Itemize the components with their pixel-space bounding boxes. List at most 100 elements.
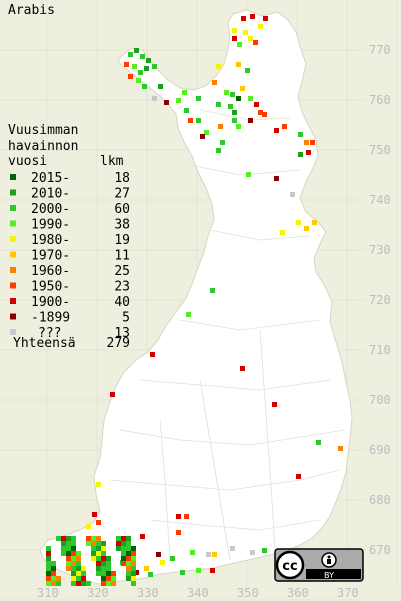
observation-square (101, 566, 106, 571)
observation-square (96, 541, 101, 546)
observation-square (216, 102, 221, 107)
legend-swatch (10, 267, 16, 273)
legend-title-line-1: Vuusimman (8, 123, 78, 138)
observation-square (126, 561, 131, 566)
observation-square (91, 556, 96, 561)
observation-square (96, 561, 101, 566)
legend-row-label: 1900- (31, 295, 70, 310)
observation-square (71, 581, 76, 586)
observation-square (148, 572, 153, 577)
observation-square (263, 16, 268, 21)
observation-square (131, 556, 136, 561)
legend-row-label: 2010- (31, 187, 70, 202)
y-tick-670: 670 (369, 543, 391, 557)
observation-square (128, 74, 133, 79)
observation-square (230, 92, 235, 97)
y-tick-740: 740 (369, 193, 391, 207)
observation-square (71, 561, 76, 566)
legend-row-label: 1950- (31, 280, 70, 295)
observation-square (134, 570, 139, 575)
observation-square (106, 566, 111, 571)
legend-row-count: 19 (114, 233, 130, 248)
observation-square (101, 556, 106, 561)
observation-square (140, 534, 145, 539)
observation-square (61, 536, 66, 541)
observation-square (246, 172, 251, 177)
observation-square (121, 561, 126, 566)
cc-by-license-badge[interactable]: cc BY (274, 548, 364, 582)
x-tick-330: 330 (137, 586, 159, 600)
observation-square (106, 576, 111, 581)
observation-square (212, 80, 217, 85)
observation-square (245, 68, 250, 73)
legend-row-label: 1970- (31, 249, 70, 264)
observation-square (76, 561, 81, 566)
observation-square (76, 551, 81, 556)
observation-square (126, 541, 131, 546)
observation-square (91, 551, 96, 556)
observation-square (184, 514, 189, 519)
observation-square (46, 566, 51, 571)
observation-square (156, 552, 161, 557)
observation-square (126, 556, 131, 561)
observation-square (176, 514, 181, 519)
observation-square (81, 576, 86, 581)
observation-square (101, 576, 106, 581)
observation-square (196, 118, 201, 123)
observation-square (51, 576, 56, 581)
observation-square (86, 541, 91, 546)
observation-square (76, 581, 81, 586)
y-tick-700: 700 (369, 393, 391, 407)
observation-squares (46, 14, 343, 586)
observation-square (131, 581, 136, 586)
observation-square (126, 576, 131, 581)
observation-square (186, 312, 191, 317)
observation-square (190, 550, 195, 555)
observation-square (61, 551, 66, 556)
observation-square (240, 366, 245, 371)
observation-square (46, 576, 51, 581)
observation-square (121, 546, 126, 551)
legend-swatch (10, 282, 16, 289)
observation-square (262, 548, 267, 553)
legend-row-count: 27 (114, 187, 130, 202)
observation-square (306, 150, 311, 155)
y-axis-ticks: 770 760 750 740 730 720 710 700 690 680 … (369, 43, 391, 557)
observation-square (66, 536, 71, 541)
observation-square (131, 546, 136, 551)
legend-rows: 2015- 18 2010- 27 2000- 60 1990- 38 1980- 19 1970-… (10, 171, 130, 341)
observation-square (176, 530, 181, 535)
observation-square (182, 90, 187, 95)
observation-square (282, 124, 287, 129)
legend-count-header: lkm (100, 154, 124, 169)
observation-square (46, 551, 51, 556)
observation-square (131, 551, 136, 556)
observation-square (296, 474, 301, 479)
observation-square (241, 16, 246, 21)
observation-square (96, 566, 101, 571)
observation-square (61, 546, 66, 551)
observation-square (81, 566, 86, 571)
observation-square (232, 118, 237, 123)
observation-square (96, 536, 101, 541)
observation-square (150, 352, 155, 357)
observation-square (96, 571, 101, 576)
observation-square (96, 520, 101, 525)
observation-square (296, 220, 301, 225)
observation-square (160, 560, 165, 565)
legend-row-count: 25 (114, 264, 130, 279)
observation-square (218, 124, 223, 129)
observation-square (304, 226, 309, 231)
observation-square (101, 561, 106, 566)
observation-square (101, 546, 106, 551)
observation-square (96, 551, 101, 556)
legend-swatch (10, 298, 16, 304)
observation-square (56, 536, 61, 541)
observation-square (134, 48, 139, 53)
x-tick-360: 360 (287, 586, 309, 600)
legend-row-count: 13 (114, 326, 130, 341)
observation-square (146, 58, 151, 63)
observation-square (126, 536, 131, 541)
